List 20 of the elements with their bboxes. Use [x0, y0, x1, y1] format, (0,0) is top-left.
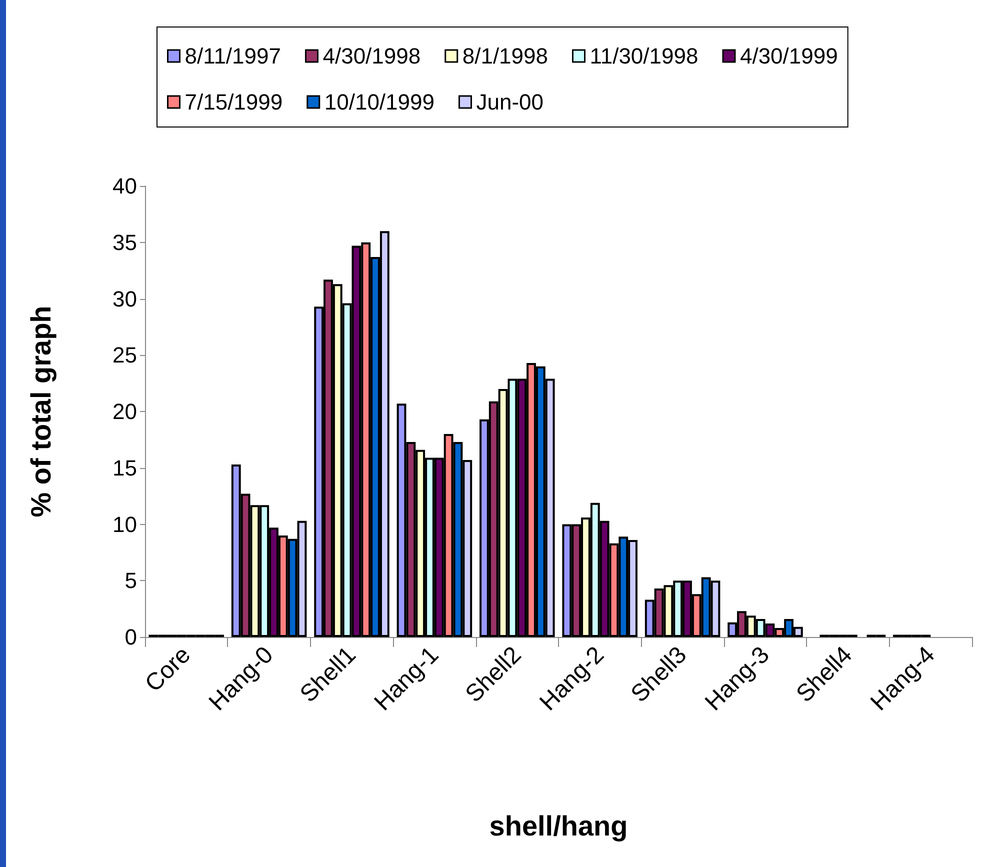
y-tick-label: 10	[112, 512, 137, 537]
legend-label: 10/10/1999	[324, 90, 434, 114]
y-tick-label: 15	[112, 455, 137, 480]
y-axis-title: % of total graph	[26, 306, 56, 518]
y-tick-label: 5	[124, 568, 137, 594]
y-tick-label: 30	[112, 286, 137, 312]
legend-label: 8/1/1998	[462, 44, 548, 68]
y-tick-label: 35	[112, 230, 137, 255]
x-tick-label: Core	[140, 641, 196, 698]
y-tick-label: 0	[124, 624, 137, 650]
x-axis-title: shell/hang	[489, 810, 628, 842]
y-tick-label: 20	[112, 399, 137, 424]
legend-label: Jun-00	[476, 90, 544, 114]
legend-label: 8/11/1997	[184, 44, 281, 68]
y-tick-label: 40	[112, 174, 137, 198]
legend-label: 4/30/1999	[740, 44, 838, 68]
legend-label: 11/30/1998	[590, 44, 698, 68]
legend-label: 7/15/1999	[184, 90, 283, 114]
legend-label: 4/30/1998	[322, 44, 421, 68]
y-tick-label: 25	[112, 342, 137, 368]
